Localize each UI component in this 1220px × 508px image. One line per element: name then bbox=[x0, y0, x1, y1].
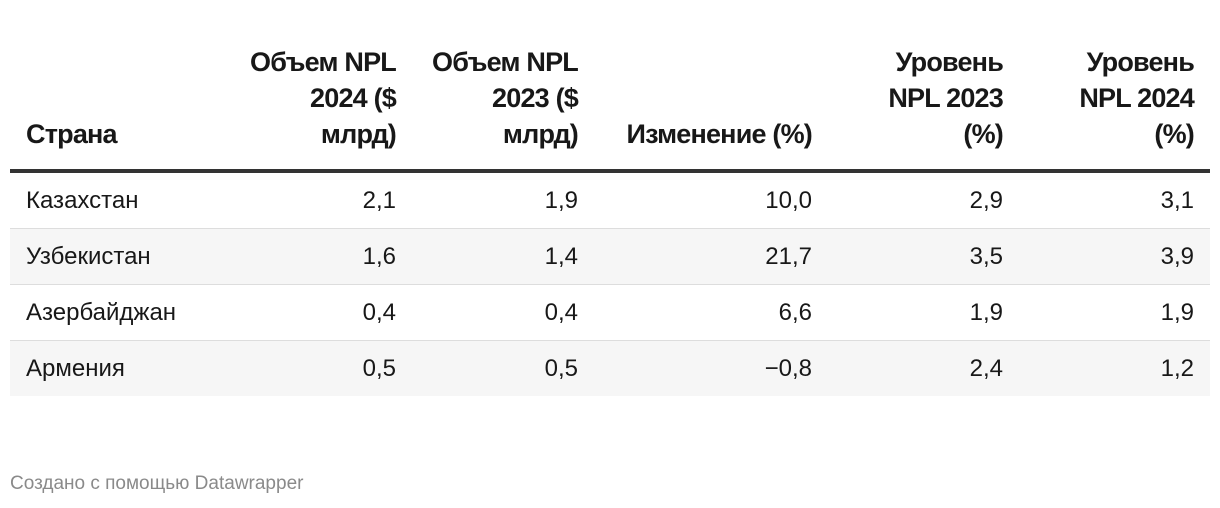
table-cell-npl-volume-2023: 1,4 bbox=[412, 228, 594, 285]
table-cell-change: 6,6 bbox=[594, 284, 828, 341]
table-cell-npl-volume-2024: 0,4 bbox=[230, 284, 412, 341]
table-row: Узбекистан 1,6 1,4 21,7 3,5 3,9 bbox=[10, 228, 1210, 285]
table-row: Казахстан 2,1 1,9 10,0 2,9 3,1 bbox=[10, 171, 1210, 229]
table-header-row: Страна Объем NPL 2024 ($ млрд) Объем NPL… bbox=[10, 44, 1210, 173]
table-cell-country: Азербайджан bbox=[10, 284, 230, 341]
table-cell-npl-volume-2024: 2,1 bbox=[230, 171, 412, 229]
column-header-change[interactable]: Изменение (%) bbox=[594, 44, 828, 173]
table-cell-change: 10,0 bbox=[594, 171, 828, 229]
table-cell-country: Армения bbox=[10, 340, 230, 396]
table-cell-npl-volume-2023: 1,9 bbox=[412, 171, 594, 229]
data-table: Страна Объем NPL 2024 ($ млрд) Объем NPL… bbox=[10, 44, 1210, 396]
table-cell-change: −0,8 bbox=[594, 340, 828, 396]
table-cell-npl-volume-2023: 0,5 bbox=[412, 340, 594, 396]
column-header-country[interactable]: Страна bbox=[10, 44, 230, 173]
data-table-container: Страна Объем NPL 2024 ($ млрд) Объем NPL… bbox=[10, 44, 1210, 396]
footer-credit[interactable]: Создано с помощью Datawrapper bbox=[10, 473, 304, 494]
table-cell-npl-volume-2024: 0,5 bbox=[230, 340, 412, 396]
table-cell-npl-level-2024: 3,1 bbox=[1019, 171, 1210, 229]
table-cell-change: 21,7 bbox=[594, 228, 828, 285]
column-header-npl-volume-2023[interactable]: Объем NPL 2023 ($ млрд) bbox=[412, 44, 594, 173]
table-cell-npl-level-2024: 1,2 bbox=[1019, 340, 1210, 396]
column-header-npl-level-2024[interactable]: Уровень NPL 2024 (%) bbox=[1019, 44, 1210, 173]
table-cell-country: Казахстан bbox=[10, 171, 230, 229]
table-cell-npl-level-2023: 2,9 bbox=[828, 171, 1019, 229]
table-row: Азербайджан 0,4 0,4 6,6 1,9 1,9 bbox=[10, 284, 1210, 341]
table-row: Армения 0,5 0,5 −0,8 2,4 1,2 bbox=[10, 340, 1210, 396]
table-cell-npl-level-2024: 3,9 bbox=[1019, 228, 1210, 285]
table-cell-npl-volume-2024: 1,6 bbox=[230, 228, 412, 285]
table-cell-npl-level-2023: 1,9 bbox=[828, 284, 1019, 341]
table-cell-npl-level-2023: 2,4 bbox=[828, 340, 1019, 396]
column-header-npl-volume-2024[interactable]: Объем NPL 2024 ($ млрд) bbox=[230, 44, 412, 173]
table-cell-npl-level-2024: 1,9 bbox=[1019, 284, 1210, 341]
table-cell-npl-level-2023: 3,5 bbox=[828, 228, 1019, 285]
table-cell-npl-volume-2023: 0,4 bbox=[412, 284, 594, 341]
column-header-npl-level-2023[interactable]: Уровень NPL 2023 (%) bbox=[828, 44, 1019, 173]
table-cell-country: Узбекистан bbox=[10, 228, 230, 285]
